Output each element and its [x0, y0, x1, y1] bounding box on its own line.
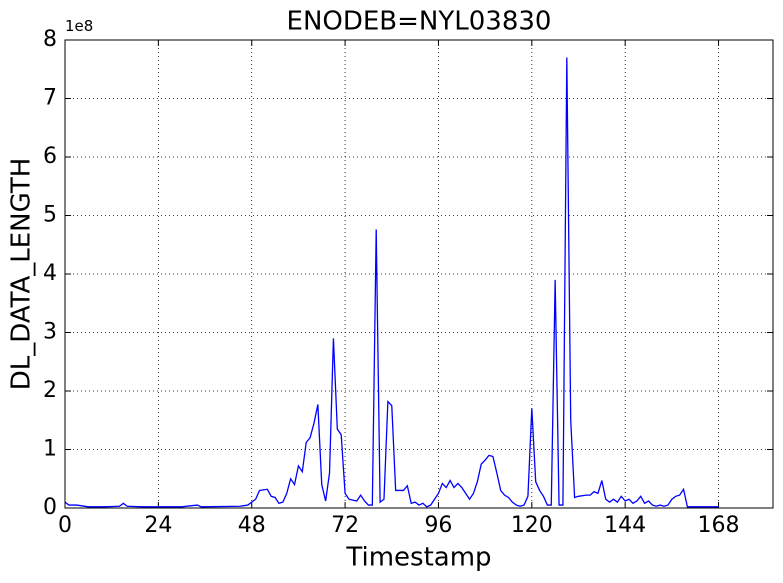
plot-frame [64, 39, 774, 509]
x-axis-label: Timestamp [345, 543, 491, 573]
y-tick-label: 5 [43, 203, 57, 228]
y-tick-label: 7 [43, 86, 57, 111]
x-tick-label: 0 [58, 513, 72, 538]
y-tick-label: 8 [43, 27, 57, 52]
y-tick-label: 2 [43, 378, 57, 403]
data-line [64, 57, 719, 508]
x-tick-label: 24 [144, 513, 172, 538]
y-tick-label: 4 [43, 261, 57, 286]
chart-title: ENODEB=NYL03830 [287, 7, 552, 37]
y-axis-label: DL_DATA_LENGTH [7, 158, 37, 391]
x-tick-label: 168 [698, 513, 740, 538]
y-offset-label: 1e8 [65, 17, 93, 35]
x-tick-label: 144 [604, 513, 646, 538]
x-tick-label: 72 [331, 513, 359, 538]
x-tick-label: 96 [424, 513, 452, 538]
y-tick-label: 6 [43, 144, 57, 169]
x-tick-label: 48 [238, 513, 266, 538]
x-tick-label: 120 [511, 513, 553, 538]
y-tick-label: 0 [43, 495, 57, 520]
y-tick-label: 1 [43, 437, 57, 462]
y-tick-label: 3 [43, 320, 57, 345]
